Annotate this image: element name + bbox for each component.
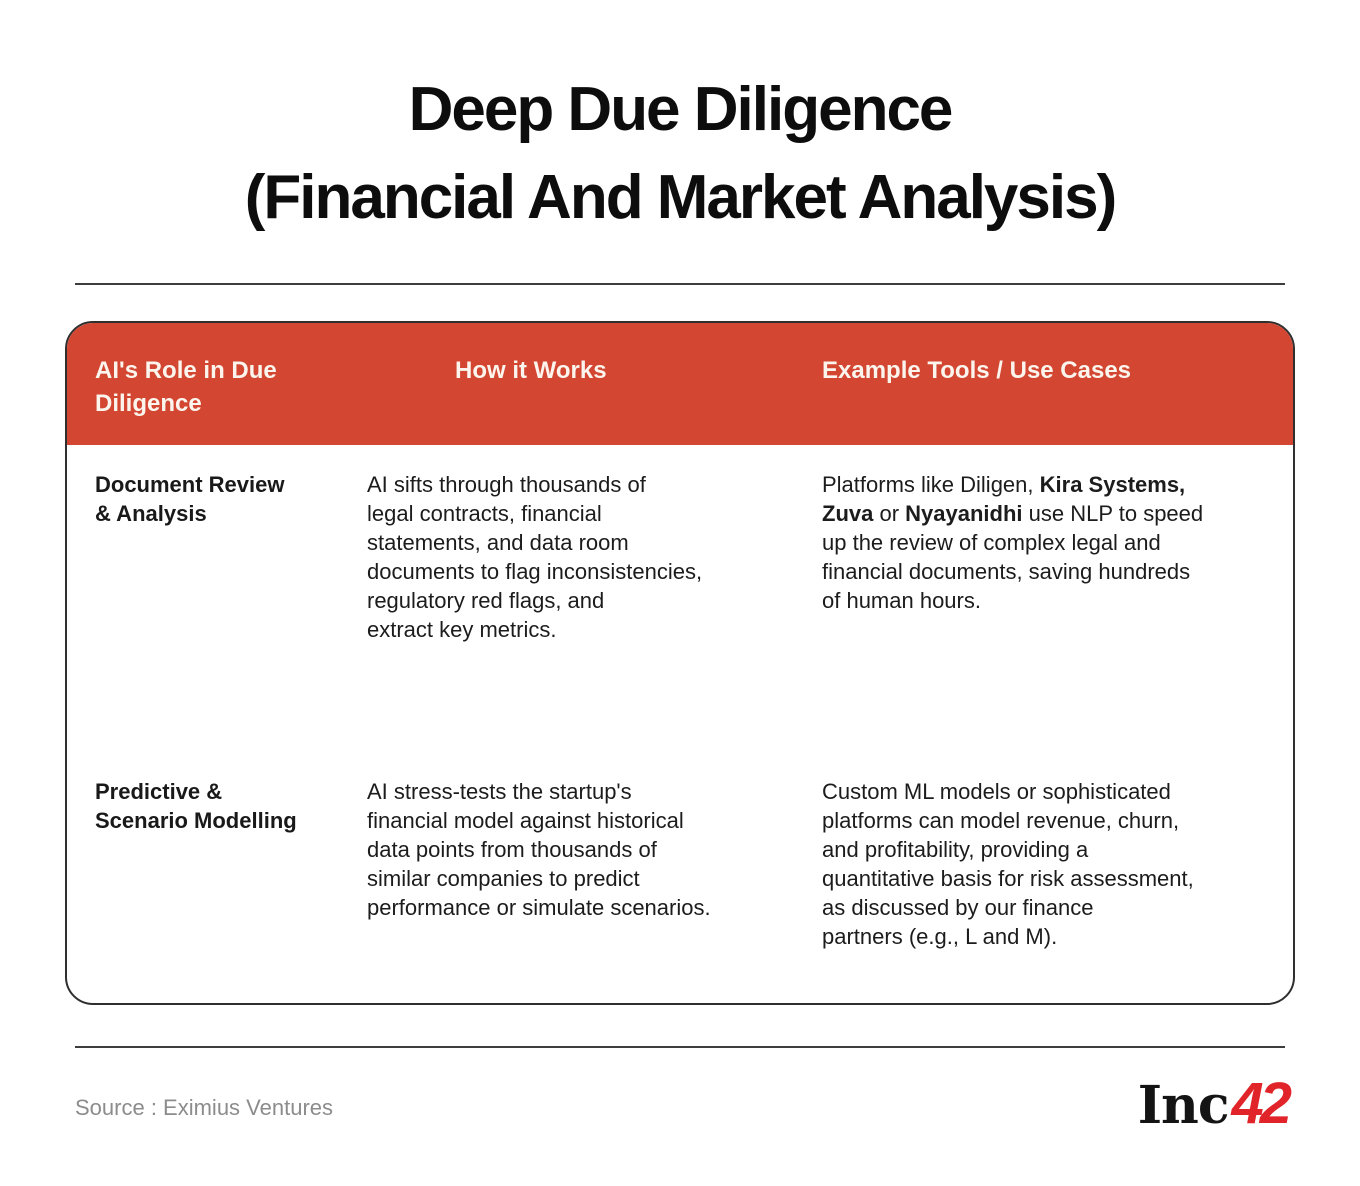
page-title: Deep Due Diligence (Financial And Market…: [0, 66, 1360, 242]
inc42-logo: Inc 42: [1137, 1070, 1292, 1137]
bottom-divider: [75, 1046, 1285, 1048]
due-diligence-table: AI's Role in Due Diligence How it Works …: [65, 321, 1295, 1005]
column-header-how-it-works: How it Works: [455, 357, 607, 384]
table-row: Document Review & Analysis AI sifts thro…: [67, 445, 1293, 777]
row-examples-document-review: Platforms like Diligen, Kira Systems, Zu…: [822, 472, 1204, 613]
page-title-line2: (Financial And Market Analysis): [244, 163, 1118, 232]
inc42-logo-42-text: 42: [1231, 1071, 1291, 1136]
row-label-predictive-modelling: Predictive & Scenario Modelling: [95, 779, 297, 833]
row-how-document-review: AI sifts through thousands of legal cont…: [367, 472, 703, 642]
page-title-line1: Deep Due Diligence: [408, 75, 954, 144]
top-divider: [75, 283, 1285, 285]
source-attribution: Source : Eximius Ventures: [75, 1095, 334, 1120]
row-label-document-review: Document Review & Analysis: [95, 472, 285, 526]
inc42-logo-inc-text: Inc: [1137, 1075, 1230, 1136]
column-header-example-tools: Example Tools / Use Cases: [822, 357, 1132, 384]
column-header-ai-role: AI's Role in Due Diligence: [95, 357, 277, 417]
row-examples-predictive-modelling: Custom ML models or sophisticated platfo…: [822, 779, 1194, 949]
row-how-predictive-modelling: AI stress-tests the startup's financial …: [367, 779, 711, 920]
table-header-row: AI's Role in Due Diligence How it Works …: [67, 323, 1293, 445]
table-row: Predictive & Scenario Modelling AI stres…: [67, 777, 1293, 1003]
